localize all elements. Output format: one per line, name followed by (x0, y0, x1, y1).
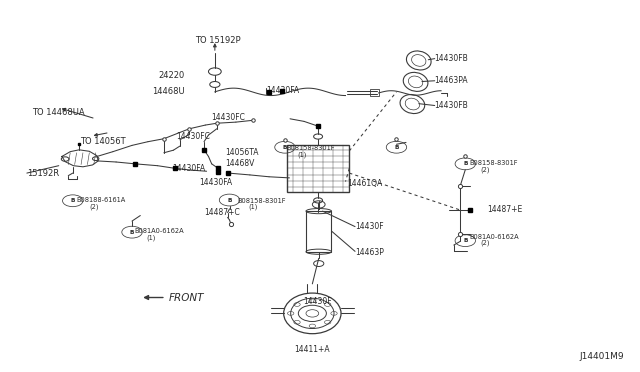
Text: 14411+A: 14411+A (294, 345, 330, 354)
Text: 24220: 24220 (158, 71, 184, 80)
Text: B08158-8301F: B08158-8301F (470, 160, 518, 166)
Text: (2): (2) (481, 166, 490, 173)
Text: B: B (463, 161, 467, 166)
Bar (370, 89, 379, 96)
Bar (287, 145, 349, 192)
Text: 14430F: 14430F (303, 297, 332, 306)
Text: (1): (1) (298, 151, 307, 158)
Text: (1): (1) (147, 234, 156, 241)
Text: TO 15192P: TO 15192P (195, 36, 241, 45)
Text: TO 14468UA: TO 14468UA (33, 108, 85, 117)
Text: B: B (130, 230, 134, 235)
Text: TO 14056T: TO 14056T (81, 137, 126, 146)
Text: 14430FC: 14430FC (212, 113, 246, 122)
Bar (306, 211, 332, 252)
Text: 14430FA: 14430FA (266, 86, 299, 94)
Text: 14468U: 14468U (152, 87, 184, 96)
Text: 15192R: 15192R (27, 169, 59, 177)
Text: 14056TA: 14056TA (226, 148, 259, 157)
Text: B08188-6161A: B08188-6161A (77, 197, 126, 203)
Text: B: B (283, 145, 287, 150)
Text: 14430FB: 14430FB (435, 101, 468, 110)
Text: (2): (2) (90, 203, 99, 209)
Text: B08158-8301F: B08158-8301F (237, 198, 285, 204)
Text: 14461QA: 14461QA (347, 179, 382, 187)
Text: 14430FA: 14430FA (172, 164, 205, 173)
Text: 14430FB: 14430FB (435, 54, 468, 63)
Text: 14487+E: 14487+E (487, 205, 522, 215)
Text: B: B (70, 198, 75, 203)
Text: 14463PA: 14463PA (435, 76, 468, 85)
Text: J14401M9: J14401M9 (580, 352, 625, 361)
Text: 14487+C: 14487+C (204, 208, 240, 217)
Text: FRONT: FRONT (169, 292, 204, 302)
Text: 14430FC: 14430FC (177, 132, 211, 141)
Text: 14430FA: 14430FA (199, 178, 232, 187)
Text: B: B (394, 145, 399, 150)
Text: (1): (1) (248, 204, 258, 210)
Text: 14468V: 14468V (226, 159, 255, 169)
Text: 14430F: 14430F (356, 222, 384, 231)
Text: B081A0-6162A: B081A0-6162A (134, 228, 184, 234)
Text: B08158-8301F: B08158-8301F (287, 145, 335, 151)
Text: 14463P: 14463P (356, 248, 385, 257)
Text: B: B (227, 198, 232, 202)
Text: (2): (2) (481, 240, 490, 247)
Text: B: B (463, 238, 467, 243)
Text: B081A0-6162A: B081A0-6162A (470, 234, 520, 240)
